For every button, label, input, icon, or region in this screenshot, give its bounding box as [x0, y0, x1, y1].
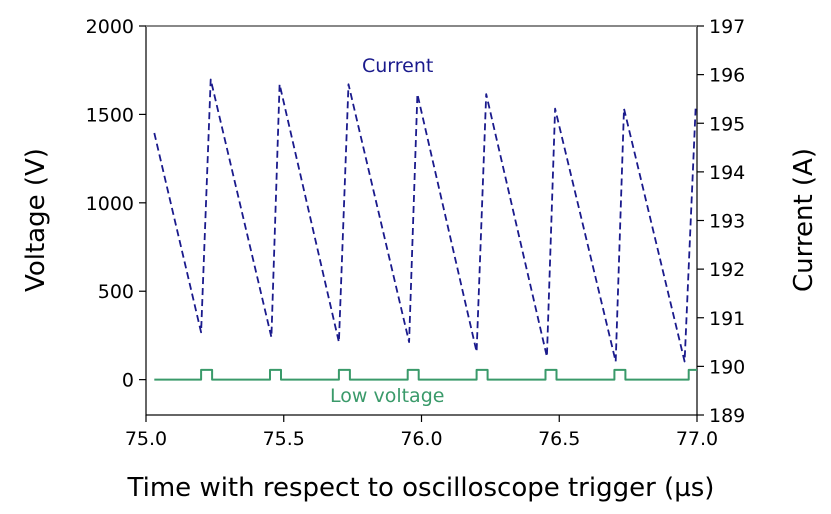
y-left-tick-label: 1000: [86, 193, 134, 215]
x-axis-title: Time with respect to oscilloscope trigge…: [127, 473, 715, 503]
y-right-tick-label: 193: [709, 211, 745, 233]
y-left-tick-label: 1500: [86, 104, 134, 126]
y-axis-left-title: Voltage (V): [21, 148, 51, 292]
series-line-current: [153, 78, 697, 363]
y-right-tick-label: 192: [709, 259, 745, 281]
series-line-low-voltage: [154, 368, 697, 381]
y-right-tick-label: 189: [709, 405, 745, 427]
y-right-tick-label: 196: [709, 65, 745, 87]
y-left-tick-label: 2000: [86, 16, 134, 38]
x-tick-label: 77.0: [676, 428, 718, 450]
y-right-tick-label: 195: [709, 113, 745, 135]
series-layer: [153, 78, 697, 381]
ticks-layer: 75.0 75.5 76.0 76.5 77.0 0 500 1000 1500 2000 189 1…: [86, 16, 746, 450]
series-label-current: Current: [362, 55, 433, 77]
y-right-tick-label: 191: [709, 308, 745, 330]
y-right-tick-label: 190: [709, 356, 745, 378]
x-tick-label: 76.0: [400, 428, 442, 450]
y-left-tick-label: 500: [98, 281, 134, 303]
y-left-tick-label: 0: [122, 370, 134, 392]
y-axis-right-title: Current (A): [789, 148, 819, 292]
x-tick-label: 76.5: [538, 428, 580, 450]
y-right-tick-label: 194: [709, 162, 745, 184]
x-tick-label: 75.0: [125, 428, 167, 450]
y-right-tick-label: 197: [709, 16, 745, 38]
x-tick-label: 75.5: [263, 428, 305, 450]
series-label-low-voltage: Low voltage: [330, 385, 444, 407]
